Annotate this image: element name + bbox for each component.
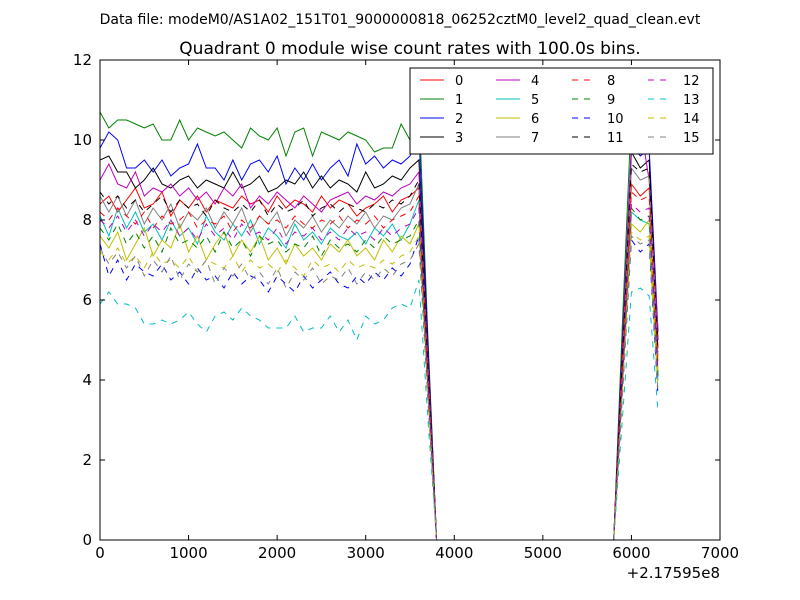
legend-label-2: 2 [455, 112, 463, 127]
series-line-0 [100, 182, 659, 540]
legend-label-10: 10 [607, 112, 624, 127]
series-line-5 [100, 199, 659, 540]
series-line-8 [100, 190, 659, 540]
legend-label-1: 1 [455, 93, 463, 108]
series-line-2 [100, 131, 659, 540]
legend-label-15: 15 [683, 131, 700, 146]
y-tick-label: 0 [82, 531, 92, 549]
x-tick-label: 2000 [258, 544, 296, 562]
series-line-13 [100, 279, 659, 540]
legend-label-8: 8 [607, 74, 615, 89]
y-tick-label: 6 [82, 291, 92, 309]
series-line-6 [100, 218, 659, 540]
series-line-14 [100, 230, 659, 540]
x-tick-label: 3000 [347, 544, 385, 562]
x-tick-label: 6000 [612, 544, 650, 562]
legend-label-14: 14 [683, 112, 700, 127]
x-offset-label: +2.17595e8 [627, 564, 720, 582]
y-tick-label: 10 [73, 131, 92, 149]
suptitle: Data file: modeM0/AS1A02_151T01_90000008… [100, 12, 701, 28]
series-line-12 [100, 202, 659, 540]
legend-label-11: 11 [607, 131, 624, 146]
x-tick-label: 1000 [169, 544, 207, 562]
chart-title: Quadrant 0 module wise count rates with … [179, 39, 640, 59]
y-tick-label: 8 [82, 211, 92, 229]
legend-label-13: 13 [683, 93, 700, 108]
y-tick-label: 4 [82, 371, 92, 389]
x-axis: 0 1000 2000 3000 4000 5000 6000 7000 [95, 60, 739, 562]
series-line-4 [100, 122, 659, 540]
series-line-9 [100, 206, 659, 540]
y-tick-label: 12 [73, 51, 92, 69]
legend-label-12: 12 [683, 74, 700, 89]
legend-label-5: 5 [531, 93, 539, 108]
y-tick-label: 2 [82, 451, 92, 469]
series-line-1 [100, 95, 659, 540]
legend-label-6: 6 [531, 112, 539, 127]
series-layer [100, 95, 659, 540]
x-tick-label: 4000 [435, 544, 473, 562]
series-line-15 [100, 234, 659, 540]
legend-label-9: 9 [607, 93, 615, 108]
legend-label-4: 4 [531, 74, 539, 89]
legend-box [409, 67, 714, 155]
legend-label-3: 3 [455, 131, 463, 146]
x-tick-label: 0 [95, 544, 105, 562]
x-tick-label: 7000 [701, 544, 739, 562]
series-line-10 [100, 235, 659, 540]
legend-label-0: 0 [455, 74, 463, 89]
series-line-7 [100, 166, 659, 540]
x-tick-label: 5000 [524, 544, 562, 562]
series-line-3 [100, 150, 659, 540]
legend-label-7: 7 [531, 131, 539, 146]
